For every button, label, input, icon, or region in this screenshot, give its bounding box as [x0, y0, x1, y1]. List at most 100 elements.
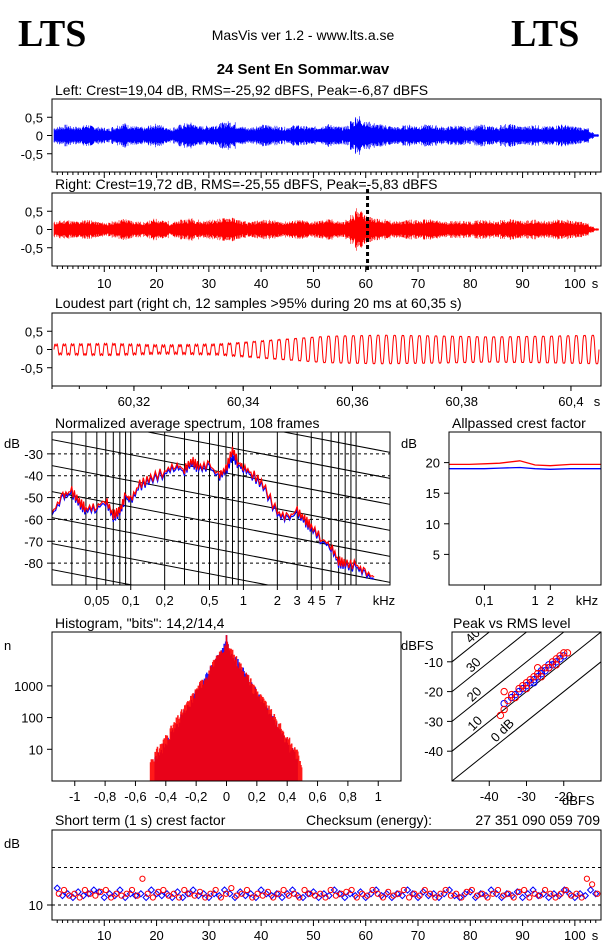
short-term-right-point: [149, 894, 157, 901]
short-term-left-point: [581, 891, 590, 900]
spectrum-slope-line: [52, 543, 271, 585]
short-term-xtick-label: 50: [306, 928, 320, 943]
loudest-right-signal: [53, 334, 600, 365]
pvr-right-point: [533, 664, 542, 672]
loudest-part-plot: 0,5 0 -0,5 60,32 60,34 60,36 60,38 60,4 s: [21, 312, 602, 409]
crest-diagonal: [452, 661, 601, 781]
short-term-right-point: [128, 886, 136, 894]
short-term-left-point: [398, 891, 407, 900]
short-term-left-point: [497, 893, 506, 902]
short-term-left-point: [220, 886, 229, 894]
short-term-left-point: [299, 893, 307, 902]
short-term-right-point: [212, 886, 219, 894]
short-term-right-point: [536, 892, 543, 899]
short-term-right-point: [71, 890, 78, 897]
peak-vs-rms-title: Peak vs RMS level: [453, 615, 570, 631]
short-term-right-point: [238, 890, 245, 897]
allpassed-crest-xtick-label: 0,1: [475, 593, 493, 608]
short-term-left-point: [84, 890, 93, 898]
short-term-right-point: [568, 892, 575, 899]
loudest-part-title: Loudest part (right ch, 12 samples >95% …: [55, 295, 462, 311]
short-term-right-point: [60, 886, 68, 894]
file-name: 24 Sent En Sommar.wav: [217, 61, 390, 78]
short-term-left-point: [58, 891, 67, 900]
avg-spectrum-ytick-label: -50: [24, 491, 43, 506]
short-term-right-point: [196, 888, 204, 895]
histogram-ytick-label: 100: [21, 711, 43, 726]
crest-diagonal-label: 20: [464, 684, 485, 705]
pvr-right-point: [496, 711, 505, 720]
short-term-left-point: [309, 888, 318, 896]
right-wave-xtick-label: 20: [149, 276, 163, 291]
right-wave-ytick-label: 0: [36, 223, 43, 238]
pvr-right-point: [552, 661, 560, 669]
short-term-left-point: [341, 893, 349, 902]
short-term-right-point: [338, 890, 345, 897]
short-term-right-point: [353, 894, 360, 901]
short-term-right-point: [526, 894, 533, 901]
avg-spectrum-ytick-label: -70: [24, 534, 43, 549]
short-term-right-point: [578, 894, 585, 901]
loudest-part-ytick-label: 0,5: [25, 324, 43, 339]
allpassed-crest-xtick-label: 2: [547, 593, 554, 608]
short-term-xtick-label: 100: [564, 928, 586, 943]
short-term-xunit: s: [592, 928, 599, 943]
spectrum-slope-line: [52, 569, 135, 585]
histogram-xtick-label: 1: [375, 789, 382, 804]
histogram-xtick-label: -0,2: [185, 789, 207, 804]
pvr-right-point: [563, 649, 572, 657]
short-term-left-point: [147, 886, 156, 894]
short-term-right-point: [589, 881, 596, 888]
short-term-left-point: [273, 890, 281, 898]
short-term-right-point: [134, 892, 141, 899]
short-term-left-point: [382, 890, 391, 898]
avg-spectrum-xtick-label: 4: [308, 593, 315, 608]
allpassed-crest-ytick-label: 20: [426, 456, 440, 471]
right-wave-xtick-label: 40: [254, 276, 268, 291]
pvr-right-point: [537, 673, 546, 681]
short-term-xtick-label: 10: [97, 928, 111, 943]
short-term-right-point: [144, 890, 151, 897]
short-term-right-point: [285, 892, 292, 899]
peak-rms-xlabel: dBFS: [562, 793, 595, 808]
short-term-right-point: [364, 892, 371, 899]
short-term-right-point: [447, 892, 455, 899]
short-term-right-point: [385, 888, 392, 895]
right-wave-xtick-label: 60: [358, 276, 372, 291]
short-term-right-point: [81, 886, 89, 894]
short-term-right-point: [557, 890, 564, 897]
short-term-left-point: [53, 884, 61, 892]
avg-spectrum-ytick-label: -60: [24, 512, 43, 527]
short-term-left-point: [518, 893, 527, 902]
short-term-left-point: [199, 890, 208, 898]
short-term-crest-frame: [51, 829, 602, 921]
avg-spectrum-xtick-label: 0,05: [84, 593, 109, 608]
short-term-right-point: [479, 890, 486, 897]
histogram-right-bars: [149, 635, 303, 781]
short-term-right-point: [531, 890, 538, 897]
short-term-left-point: [586, 886, 595, 894]
short-term-right-point: [217, 894, 224, 901]
short-term-right-point: [175, 894, 183, 901]
spectrum-slope-line: [145, 432, 390, 479]
short-term-left-point: [184, 890, 192, 898]
short-term-right-point: [306, 890, 313, 897]
short-term-right-point: [233, 892, 240, 899]
pvr-right-point: [500, 705, 508, 714]
short-term-right-point: [118, 892, 125, 899]
spectrum-xunit: kHz: [373, 593, 395, 608]
short-term-right-point: [259, 892, 266, 899]
spectrum-ylabel: dB: [4, 436, 20, 451]
allpassed-crest-ytick-label: 15: [426, 486, 440, 501]
right-waveform: [53, 208, 599, 251]
short-term-left-point: [105, 890, 114, 898]
short-term-left-point: [152, 890, 161, 898]
allpassed-crest-title: Allpassed crest factor: [452, 415, 586, 431]
right-wave-xtick-label: 100: [564, 276, 586, 291]
histogram-xtick-label: 0,6: [309, 789, 327, 804]
loudest-part-xtick-label: 60,4: [558, 394, 583, 409]
histogram-ylabel: n: [4, 638, 11, 653]
short-term-right-point: [432, 894, 439, 901]
short-term-right-point: [76, 894, 83, 901]
short-term-right-point: [411, 890, 418, 897]
